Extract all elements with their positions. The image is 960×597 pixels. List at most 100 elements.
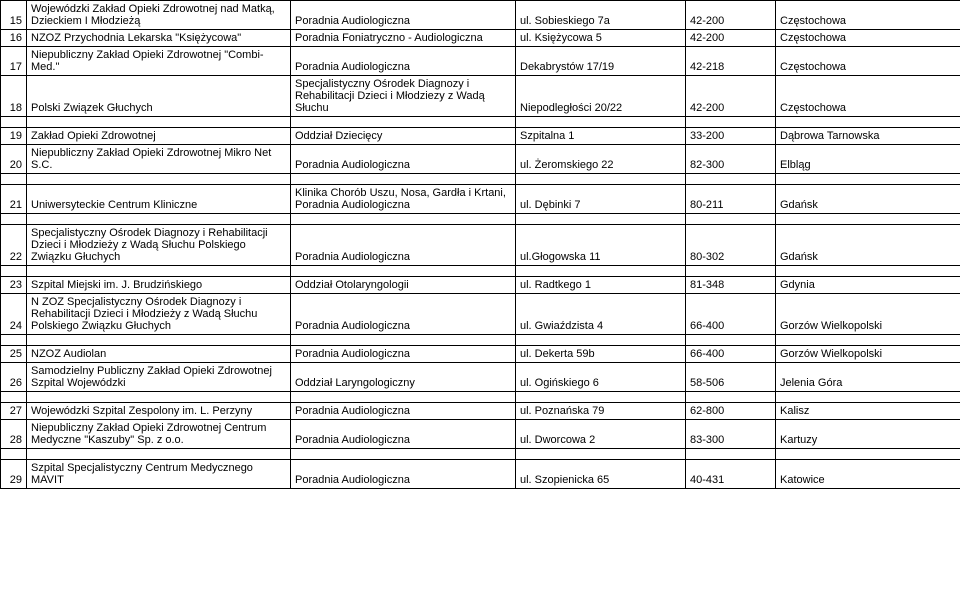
row-number: 28: [1, 420, 27, 449]
postal-code: 62-800: [686, 403, 776, 420]
spacer-row: [1, 449, 960, 460]
address: ul. Ogińskiego 6: [516, 363, 686, 392]
address: Dekabrystów 17/19: [516, 47, 686, 76]
row-number: 22: [1, 225, 27, 266]
department-name: Poradnia Foniatryczno - Audiologiczna: [291, 30, 516, 47]
postal-code: 40-431: [686, 460, 776, 489]
table-row: 27Wojewódzki Szpital Zespolony im. L. Pe…: [1, 403, 960, 420]
institution-name: Wojewódzki Zakład Opieki Zdrowotnej nad …: [27, 1, 291, 30]
postal-code: 42-200: [686, 30, 776, 47]
address: Szpitalna 1: [516, 128, 686, 145]
postal-code: 33-200: [686, 128, 776, 145]
table-row: 15Wojewódzki Zakład Opieki Zdrowotnej na…: [1, 1, 960, 30]
table-row: 18Polski Związek GłuchychSpecjalistyczny…: [1, 76, 960, 117]
department-name: Poradnia Audiologiczna: [291, 47, 516, 76]
institution-name: Niepubliczny Zakład Opieki Zdrowotnej Ce…: [27, 420, 291, 449]
institution-name: Szpital Miejski im. J. Brudzińskiego: [27, 277, 291, 294]
institution-name: Szpital Specjalistyczny Centrum Medyczne…: [27, 460, 291, 489]
city: Dąbrowa Tarnowska: [776, 128, 960, 145]
institution-name: Niepubliczny Zakład Opieki Zdrowotnej Mi…: [27, 145, 291, 174]
postal-code: 83-300: [686, 420, 776, 449]
postal-code: 81-348: [686, 277, 776, 294]
department-name: Poradnia Audiologiczna: [291, 420, 516, 449]
spacer-row: [1, 117, 960, 128]
city: Jelenia Góra: [776, 363, 960, 392]
city: Częstochowa: [776, 30, 960, 47]
spacer-row: [1, 335, 960, 346]
department-name: Poradnia Audiologiczna: [291, 346, 516, 363]
postal-code: 42-200: [686, 1, 776, 30]
row-number: 26: [1, 363, 27, 392]
row-number: 25: [1, 346, 27, 363]
institution-name: Polski Związek Głuchych: [27, 76, 291, 117]
table-row: 28Niepubliczny Zakład Opieki Zdrowotnej …: [1, 420, 960, 449]
address: ul. Księżycowa 5: [516, 30, 686, 47]
spacer-row: [1, 266, 960, 277]
row-number: 29: [1, 460, 27, 489]
address: ul. Dębinki 7: [516, 185, 686, 214]
city: Gorzów Wielkopolski: [776, 346, 960, 363]
address: ul. Dworcowa 2: [516, 420, 686, 449]
spacer-row: [1, 174, 960, 185]
department-name: Poradnia Audiologiczna: [291, 145, 516, 174]
city: Gdynia: [776, 277, 960, 294]
table-row: 26Samodzielny Publiczny Zakład Opieki Zd…: [1, 363, 960, 392]
row-number: 24: [1, 294, 27, 335]
address: ul. Żeromskiego 22: [516, 145, 686, 174]
city: Gdańsk: [776, 225, 960, 266]
department-name: Poradnia Audiologiczna: [291, 403, 516, 420]
institution-name: Samodzielny Publiczny Zakład Opieki Zdro…: [27, 363, 291, 392]
city: Katowice: [776, 460, 960, 489]
table-row: 21Uniwersyteckie Centrum KliniczneKlinik…: [1, 185, 960, 214]
department-name: Oddział Laryngologiczny: [291, 363, 516, 392]
postal-code: 42-200: [686, 76, 776, 117]
postal-code: 80-302: [686, 225, 776, 266]
department-name: Poradnia Audiologiczna: [291, 294, 516, 335]
spacer-row: [1, 392, 960, 403]
department-name: Poradnia Audiologiczna: [291, 225, 516, 266]
table-row: 29Szpital Specjalistyczny Centrum Medycz…: [1, 460, 960, 489]
table-row: 25NZOZ AudiolanPoradnia Audiologicznaul.…: [1, 346, 960, 363]
facility-table: 15Wojewódzki Zakład Opieki Zdrowotnej na…: [0, 0, 960, 489]
city: Gdańsk: [776, 185, 960, 214]
postal-code: 82-300: [686, 145, 776, 174]
department-name: Oddział Dziecięcy: [291, 128, 516, 145]
table-row: 17Niepubliczny Zakład Opieki Zdrowotnej …: [1, 47, 960, 76]
city: Częstochowa: [776, 47, 960, 76]
table-row: 16NZOZ Przychodnia Lekarska "Księżycowa"…: [1, 30, 960, 47]
city: Kartuzy: [776, 420, 960, 449]
table-row: 19Zakład Opieki ZdrowotnejOddział Dzieci…: [1, 128, 960, 145]
department-name: Poradnia Audiologiczna: [291, 1, 516, 30]
city: Gorzów Wielkopolski: [776, 294, 960, 335]
institution-name: Uniwersyteckie Centrum Kliniczne: [27, 185, 291, 214]
department-name: Oddział Otolaryngologii: [291, 277, 516, 294]
row-number: 18: [1, 76, 27, 117]
institution-name: NZOZ Audiolan: [27, 346, 291, 363]
institution-name: Niepubliczny Zakład Opieki Zdrowotnej "C…: [27, 47, 291, 76]
institution-name: Zakład Opieki Zdrowotnej: [27, 128, 291, 145]
department-name: Poradnia Audiologiczna: [291, 460, 516, 489]
row-number: 27: [1, 403, 27, 420]
postal-code: 66-400: [686, 346, 776, 363]
department-name: Klinika Chorób Uszu, Nosa, Gardła i Krta…: [291, 185, 516, 214]
department-name: Specjalistyczny Ośrodek Diagnozy i Rehab…: [291, 76, 516, 117]
row-number: 15: [1, 1, 27, 30]
address: ul. Szopienicka 65: [516, 460, 686, 489]
postal-code: 80-211: [686, 185, 776, 214]
institution-name: Wojewódzki Szpital Zespolony im. L. Perz…: [27, 403, 291, 420]
table-row: 20Niepubliczny Zakład Opieki Zdrowotnej …: [1, 145, 960, 174]
institution-name: Specjalistyczny Ośrodek Diagnozy i Rehab…: [27, 225, 291, 266]
address: ul. Radtkego 1: [516, 277, 686, 294]
address: ul.Głogowska 11: [516, 225, 686, 266]
address: ul. Gwiaździsta 4: [516, 294, 686, 335]
city: Częstochowa: [776, 1, 960, 30]
table-row: 24N ZOZ Specjalistyczny Ośrodek Diagnozy…: [1, 294, 960, 335]
row-number: 19: [1, 128, 27, 145]
city: Kalisz: [776, 403, 960, 420]
row-number: 20: [1, 145, 27, 174]
city: Częstochowa: [776, 76, 960, 117]
institution-name: N ZOZ Specjalistyczny Ośrodek Diagnozy i…: [27, 294, 291, 335]
city: Elbląg: [776, 145, 960, 174]
row-number: 16: [1, 30, 27, 47]
table-row: 23Szpital Miejski im. J. BrudzińskiegoOd…: [1, 277, 960, 294]
